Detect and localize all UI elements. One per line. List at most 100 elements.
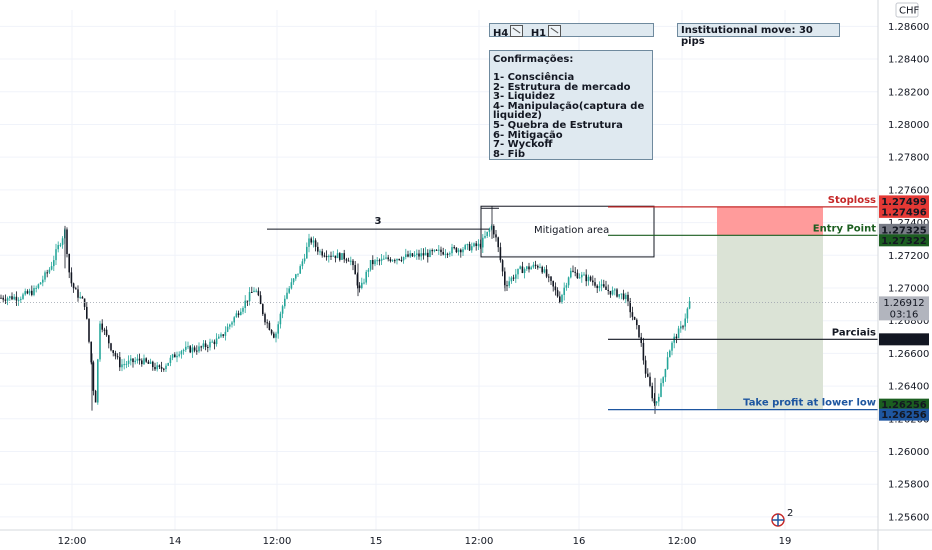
candle-body: [57, 245, 59, 250]
candle-body: [574, 271, 576, 273]
candle-body: [541, 266, 543, 273]
candle-body: [607, 289, 609, 291]
candle-body: [163, 368, 165, 370]
candle-body: [449, 253, 451, 255]
confirmations-box: Confirmações: 1- Consciência 2- Estrutura…: [489, 50, 653, 160]
candle-body: [501, 260, 504, 272]
candle-body: [433, 249, 436, 252]
price-tag: [879, 398, 929, 411]
price-axis[interactable]: 1.28600 1.28400 1.28200 1.28000 1.27800 1.276…: [877, 0, 932, 550]
candle-body: [600, 284, 603, 287]
confirmations-title: Confirmações:: [493, 54, 574, 65]
badge-count: 2: [787, 508, 793, 519]
candle-body: [160, 367, 163, 369]
candle-body: [627, 294, 629, 302]
candle-body: [636, 319, 638, 326]
candle-body: [90, 341, 92, 363]
candle-body: [561, 294, 563, 303]
candle-body: [15, 296, 18, 301]
candle-body: [609, 290, 612, 295]
candle-body: [103, 329, 106, 331]
candle-body: [376, 260, 378, 262]
candle-body: [515, 274, 517, 279]
candle-body: [268, 322, 271, 330]
candle-body: [394, 260, 396, 262]
candle-body: [99, 323, 101, 360]
candle-body: [482, 237, 484, 248]
price-tick-label: 1.26800: [888, 316, 929, 327]
candle-body: [471, 246, 473, 251]
time-axis[interactable]: 12:00 14 12:00 15 12:00 16 12:00 19: [0, 529, 932, 547]
candle-body: [275, 333, 277, 338]
institutional-move-box: Institutionnal move: 30 pips: [677, 23, 840, 47]
candle-body: [603, 284, 605, 287]
candle-body: [132, 358, 134, 363]
candle-body: [545, 269, 548, 277]
candle-body: [224, 331, 227, 336]
candle-body: [332, 255, 334, 257]
candle-body: [598, 286, 601, 289]
candle-body: [189, 346, 191, 353]
price-tick-label: 1.28400: [888, 55, 929, 66]
candle-body: [532, 264, 535, 268]
candlestick-series: [0, 206, 878, 414]
candle-body: [281, 306, 284, 314]
candle-body: [649, 376, 651, 386]
candle-body: [112, 350, 114, 353]
trade-levels: Stoploss Entry Point Parciais Take profit a…: [608, 195, 878, 411]
candle-body: [235, 313, 238, 318]
candle-body: [427, 252, 429, 257]
events-badge[interactable]: 2: [771, 508, 793, 527]
confirmation-item: 5- Quebra de Estrutura: [493, 119, 623, 131]
candle-body: [171, 354, 174, 358]
grid-lines: [0, 10, 878, 530]
candle-body: [455, 247, 458, 253]
candle-body: [385, 257, 387, 259]
candle-body: [66, 229, 68, 255]
time-tick-label: 19: [779, 536, 792, 547]
price-tick-label: 1.27200: [888, 251, 929, 262]
candle-body: [369, 260, 372, 270]
time-tick-label: 12:00: [263, 536, 292, 547]
candle-body: [13, 296, 15, 300]
candle-body: [321, 251, 323, 256]
candle-body: [596, 285, 598, 289]
candle-body: [378, 260, 381, 262]
candle-body: [638, 325, 640, 338]
candle-body: [94, 390, 97, 403]
candle-body: [488, 229, 491, 232]
candle-body: [127, 360, 130, 364]
candle-body: [306, 246, 308, 259]
time-tick-label: 14: [169, 536, 182, 547]
candle-body: [479, 243, 482, 248]
candle-body: [655, 401, 658, 404]
candle-body: [629, 301, 631, 313]
candle-body: [583, 274, 585, 276]
candle-body: [44, 272, 46, 280]
candle-body: [570, 270, 572, 278]
candle-body: [341, 253, 343, 260]
candle-body: [420, 253, 422, 257]
candle-body: [0, 297, 2, 299]
stoploss-zone: [717, 206, 823, 236]
candle-body: [9, 296, 11, 299]
candle-body: [398, 258, 400, 260]
candle-body: [383, 258, 385, 260]
candle-body: [431, 250, 433, 252]
candle-body: [530, 267, 532, 270]
candle-body: [633, 316, 636, 320]
candle-body: [328, 255, 330, 258]
candle-body: [191, 347, 194, 353]
candle-body: [301, 261, 304, 267]
candle-body: [589, 276, 592, 281]
currency-box: [895, 2, 919, 18]
candle-body: [26, 291, 29, 294]
candle-body: [20, 298, 22, 300]
candle-body: [585, 274, 587, 282]
candle-body: [101, 323, 103, 330]
candle-body: [180, 351, 183, 355]
candle-body: [165, 365, 167, 370]
candle-body: [125, 363, 128, 365]
candle-body: [374, 260, 376, 265]
